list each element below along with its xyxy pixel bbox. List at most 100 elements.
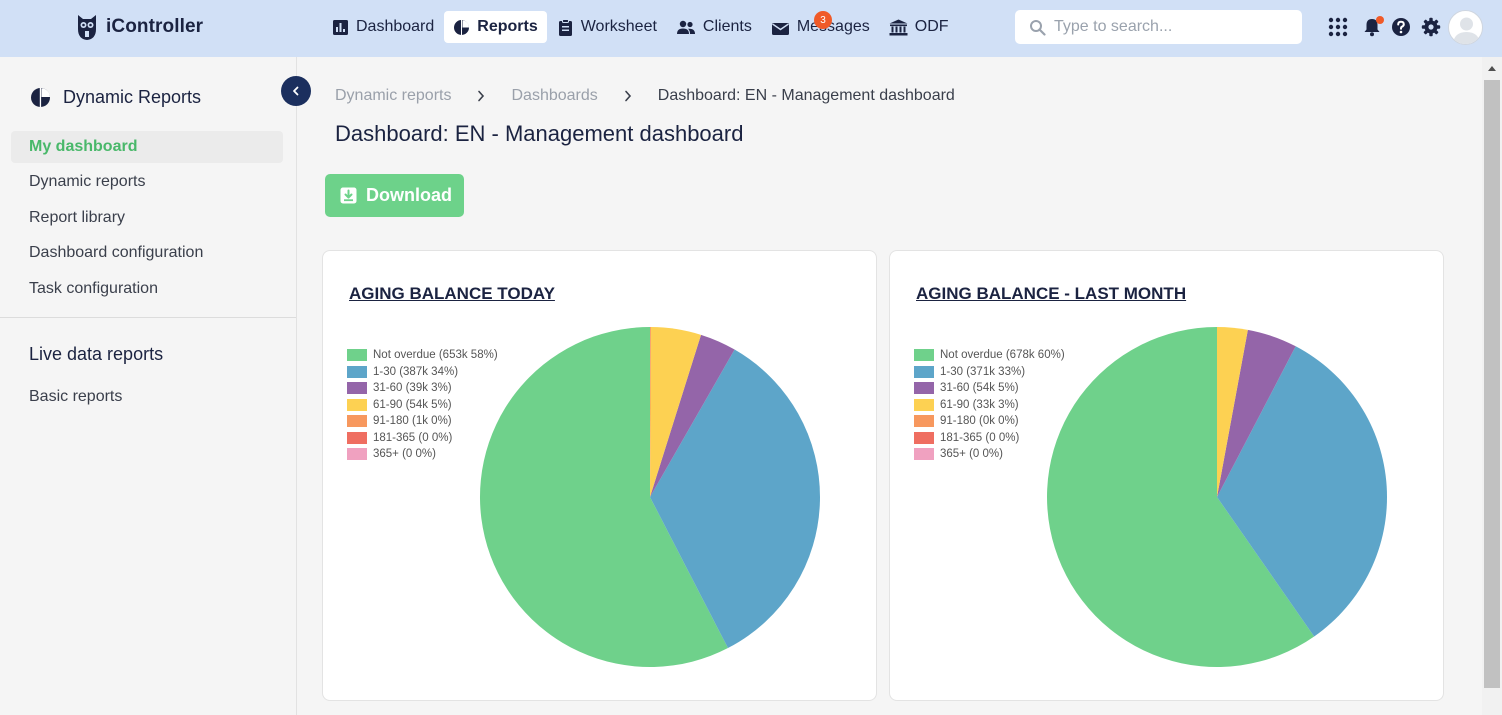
chart-legend: Not overdue (678k 60%) 1-30 (371k 33%) 31-…	[914, 347, 1065, 463]
legend-item[interactable]: 181-365 (0 0%)	[347, 430, 498, 447]
sidebar-item-report-library[interactable]: Report library	[29, 209, 126, 226]
sidebar-item-basic-reports[interactable]: Basic reports	[29, 388, 123, 405]
chart-title[interactable]: AGING BALANCE TODAY	[349, 284, 555, 303]
nav-odf-label: ODF	[914, 18, 949, 35]
messages-count-badge: 3	[814, 11, 832, 29]
pie-slice[interactable]	[650, 349, 820, 649]
nav-reports[interactable]: Reports	[444, 11, 547, 43]
sidebar: Dynamic Reports My dashboard Dynamic rep…	[0, 57, 297, 715]
sidebar-divider	[0, 317, 296, 318]
user-avatar[interactable]	[1448, 10, 1483, 45]
legend-item[interactable]: 1-30 (387k 34%)	[347, 364, 498, 381]
legend-swatch	[914, 365, 934, 378]
apps-grid-icon[interactable]	[1328, 17, 1348, 37]
legend-item[interactable]: 91-180 (0k 0%)	[914, 413, 1065, 430]
scrollbar-thumb[interactable]	[1484, 80, 1500, 688]
sidebar-item-dashboard-configuration[interactable]: Dashboard configuration	[29, 244, 204, 261]
legend-label: 61-90 (33k 3%)	[940, 398, 1019, 411]
bell-icon[interactable]	[1362, 17, 1382, 37]
legend-item[interactable]: Not overdue (653k 58%)	[347, 347, 498, 364]
users-icon	[676, 20, 695, 34]
sidebar-section-title: Live data reports	[29, 344, 164, 364]
legend-label: Not overdue (653k 58%)	[373, 349, 498, 362]
pie-chart	[479, 326, 820, 667]
help-icon[interactable]	[1391, 17, 1411, 37]
chart-card-aging-balance-last-month: AGING BALANCE - LAST MONTH Not overdue (…	[889, 250, 1444, 701]
sidebar-item-my-dashboard[interactable]: My dashboard	[11, 131, 283, 163]
search-input[interactable]	[1054, 18, 1284, 36]
legend-item[interactable]: 181-365 (0 0%)	[914, 430, 1065, 447]
nav-reports-label: Reports	[477, 18, 538, 35]
app-logo[interactable]: iController	[76, 12, 203, 42]
legend-swatch	[347, 431, 367, 444]
legend-swatch	[914, 415, 934, 428]
pie-slice[interactable]	[1217, 346, 1388, 637]
nav-clients-label: Clients	[702, 18, 752, 35]
envelope-icon	[771, 22, 789, 35]
legend-swatch	[914, 448, 934, 461]
pie-slice[interactable]	[479, 327, 728, 667]
legend-swatch	[914, 431, 934, 444]
sidebar-item-task-configuration[interactable]: Task configuration	[29, 280, 158, 297]
chart-card-aging-balance-today: AGING BALANCE TODAY Not overdue (653k 58…	[322, 250, 877, 701]
legend-swatch	[347, 415, 367, 428]
sidebar-item-dynamic-reports[interactable]: Dynamic reports	[29, 173, 146, 190]
legend-label: 1-30 (387k 34%)	[373, 365, 459, 378]
download-button-label: Download	[366, 185, 452, 205]
pie-slice[interactable]	[650, 327, 702, 497]
legend-item[interactable]: 31-60 (54k 5%)	[914, 380, 1065, 397]
legend-label: 365+ (0 0%)	[373, 448, 436, 461]
legend-item[interactable]: 91-180 (1k 0%)	[347, 413, 498, 430]
legend-label: 181-365 (0 0%)	[373, 431, 453, 444]
nav-odf[interactable]: ODF	[880, 11, 958, 43]
legend-item[interactable]: 1-30 (371k 33%)	[914, 364, 1065, 381]
pie-slice[interactable]	[1047, 327, 1315, 667]
legend-item[interactable]: 61-90 (54k 5%)	[347, 397, 498, 414]
chart-legend: Not overdue (653k 58%) 1-30 (387k 34%) 31-…	[347, 347, 498, 463]
legend-label: 91-180 (1k 0%)	[373, 415, 452, 428]
bank-icon	[889, 19, 908, 35]
nav-clients[interactable]: Clients	[667, 11, 761, 43]
legend-swatch	[347, 398, 367, 411]
sidebar-title-label: Dynamic Reports	[63, 87, 202, 107]
chevron-left-icon	[293, 86, 299, 96]
legend-item[interactable]: 365+ (0 0%)	[914, 446, 1065, 463]
legend-swatch	[914, 398, 934, 411]
breadcrumb-dynamic-reports[interactable]: Dynamic reports	[335, 87, 452, 104]
app-name: iController	[106, 16, 204, 37]
chevron-right-icon	[478, 90, 485, 102]
legend-item[interactable]: 365+ (0 0%)	[347, 446, 498, 463]
legend-item[interactable]: Not overdue (678k 60%)	[914, 347, 1065, 364]
pie-slice[interactable]	[1217, 327, 1248, 497]
breadcrumb-dashboards[interactable]: Dashboards	[511, 87, 598, 104]
legend-label: 61-90 (54k 5%)	[373, 398, 452, 411]
legend-item[interactable]: 61-90 (33k 3%)	[914, 397, 1065, 414]
breadcrumb-current: Dashboard: EN - Management dashboard	[657, 87, 955, 104]
nav-worksheet[interactable]: Worksheet	[548, 11, 666, 43]
chevron-right-icon	[624, 90, 631, 102]
legend-label: 365+ (0 0%)	[940, 448, 1003, 461]
download-button[interactable]: Download	[325, 174, 464, 217]
top-navigation-bar: iController Dashboard Reports Worksheet …	[0, 0, 1502, 57]
chart-title[interactable]: AGING BALANCE - LAST MONTH	[916, 284, 1187, 303]
sidebar-collapse-button[interactable]	[281, 76, 311, 106]
pie-slice[interactable]	[1217, 329, 1296, 497]
nav-messages-label: Messages	[796, 18, 870, 35]
breadcrumb: Dynamic reports Dashboards Dashboard: EN…	[335, 87, 955, 105]
pie-chart-icon	[31, 88, 50, 107]
pie-chart	[1047, 327, 1388, 667]
nav-dashboard[interactable]: Dashboard	[323, 11, 443, 43]
legend-swatch	[347, 448, 367, 461]
legend-item[interactable]: 31-60 (39k 3%)	[347, 380, 498, 397]
pie-chart-icon	[454, 19, 470, 35]
gear-icon[interactable]	[1421, 17, 1441, 37]
legend-swatch	[347, 365, 367, 378]
main-nav: Dashboard Reports Worksheet Clients Mess…	[323, 11, 959, 43]
global-search[interactable]	[1015, 10, 1302, 44]
pie-slice[interactable]	[650, 334, 735, 497]
legend-label: 91-180 (0k 0%)	[940, 415, 1019, 428]
clipboard-icon	[558, 18, 572, 36]
notification-dot	[1376, 16, 1384, 24]
nav-worksheet-label: Worksheet	[580, 18, 657, 35]
scroll-up-arrow-icon[interactable]	[1488, 66, 1496, 71]
